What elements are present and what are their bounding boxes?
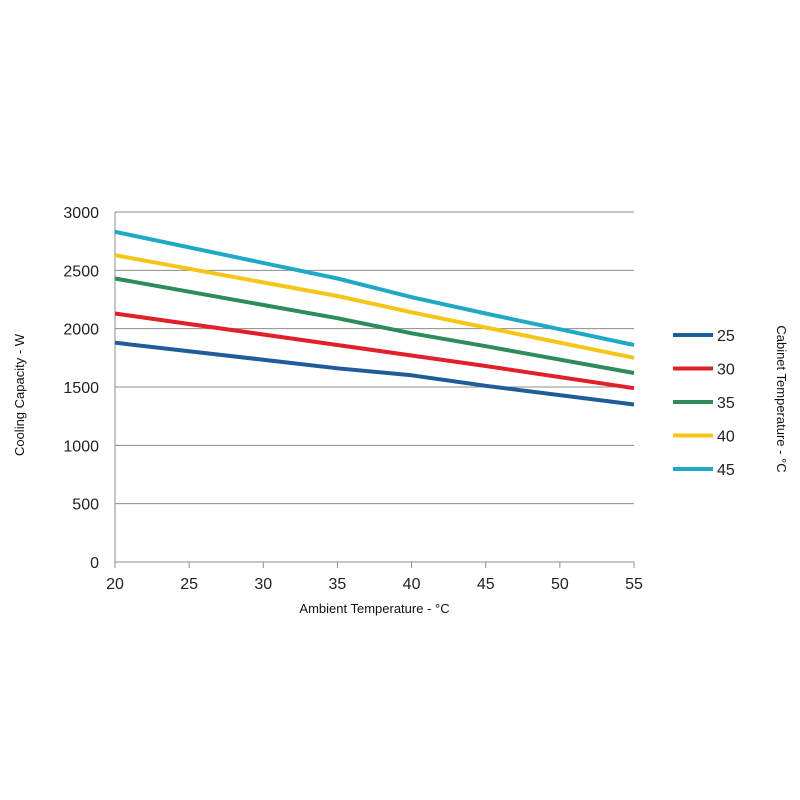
x-tick-label: 30: [254, 576, 272, 593]
y-tick-label: 0: [90, 555, 99, 572]
series-line-45: [114, 229, 635, 347]
legend-title: Cabinet Temperature - °C: [774, 325, 789, 472]
series-lines: [114, 229, 635, 407]
legend-label: 35: [717, 395, 735, 412]
y-axis-title: Cooling Capacity - W: [12, 333, 27, 456]
x-tick-label: 40: [403, 576, 421, 593]
y-tick-label: 1000: [63, 438, 99, 455]
legend-label: 30: [717, 362, 735, 379]
x-tick-label: 35: [329, 576, 347, 593]
legend: 25 30 35 40 45: [673, 328, 735, 479]
series-line-40: [114, 253, 635, 360]
legend-label: 40: [717, 429, 735, 446]
y-tick-label: 1500: [63, 380, 99, 397]
x-tick-label: 50: [551, 576, 569, 593]
x-tick-label: 25: [180, 576, 198, 593]
legend-label: 25: [717, 328, 735, 345]
y-tick-label: 3000: [63, 205, 99, 222]
y-tick-label: 2000: [63, 322, 99, 339]
x-axis-title: Ambient Temperature - °C: [299, 601, 449, 616]
legend-label: 45: [717, 462, 735, 479]
x-tick-label: 45: [477, 576, 495, 593]
y-tick-label: 2500: [63, 263, 99, 280]
x-tick-label: 55: [625, 576, 643, 593]
y-tick-label: 500: [72, 497, 99, 514]
x-tick-label: 20: [106, 576, 124, 593]
series-line-35: [114, 276, 635, 375]
axes: [114, 212, 635, 568]
series-line-25: [114, 340, 635, 407]
series-line-30: [114, 311, 635, 391]
tick-labels: 0 500 1000 1500 2000 2500 3000 20 25 30 35 40 45 50 55: [63, 205, 643, 593]
